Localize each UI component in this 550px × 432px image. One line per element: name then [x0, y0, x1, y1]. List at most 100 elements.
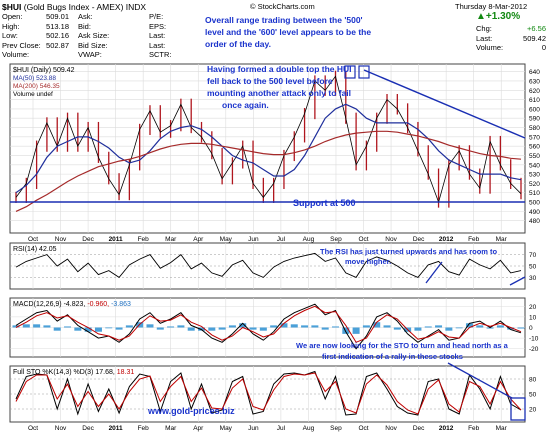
macd-histogram-bar [249, 327, 257, 330]
quote-label: Chg: [476, 24, 492, 33]
x-tick-label: Jul [277, 236, 286, 243]
x-tick-label: Mar [165, 425, 177, 432]
sto-series [15, 370, 522, 416]
macd-histogram-bar [43, 325, 51, 328]
price-line [15, 75, 522, 204]
macd-histogram-bar [187, 327, 195, 331]
macd-histogram-bar [64, 326, 72, 328]
macd-histogram-bar [156, 327, 164, 330]
macd-histogram-bar [259, 327, 267, 331]
date: Thursday 8-Mar-2012 [455, 2, 528, 11]
change-pct: ▲+1.30% [476, 11, 521, 22]
y-tick-label: 560 [529, 144, 540, 151]
quote-label: Prev Close: [2, 40, 41, 50]
y-tick-label: 600 [529, 106, 540, 113]
x-tick-label: Dec [82, 425, 94, 432]
legend-ma50: MA(50) 523.88 [13, 75, 56, 82]
x-tick-label: Jun [248, 425, 259, 432]
x-tick-label: Mar [165, 236, 177, 243]
y-tick-label: 570 [529, 134, 540, 141]
quote-value: 509.42 [523, 33, 546, 43]
x-tick-label: Nov [385, 236, 397, 243]
price-panel [9, 63, 526, 234]
y-tick-label: 520 [529, 181, 540, 188]
macd-histogram-bar [167, 326, 175, 328]
macd-histogram-bar [435, 325, 443, 328]
quote-label: Ask Size: [78, 31, 110, 41]
quote-label: Open: [2, 12, 23, 21]
macd-histogram-bar [146, 324, 154, 328]
annotation-sto-2: first indication of a rally in these sto… [322, 352, 463, 361]
x-tick-label: Nov [385, 425, 397, 432]
legend-macd: MACD(12,26,9) -4.823, -0.960, -3.863 [13, 301, 131, 308]
quote-label: Volume: [476, 43, 504, 53]
quote-label: Ask: [78, 12, 93, 21]
x-tick-label: Aug [303, 425, 315, 432]
quote-label: High: [2, 21, 20, 31]
annotation-sto-1: We are now looking for the STO to turn a… [296, 341, 509, 350]
annotation-double-top-4: once again. [222, 100, 269, 110]
y-tick-label: 500 [529, 200, 540, 207]
macd-histogram-bar [301, 325, 309, 328]
x-tick-label: Dec [413, 425, 425, 432]
macd-signal-line [15, 305, 522, 343]
x-tick-label: Feb [138, 425, 150, 432]
brand: © StockCharts.com [250, 2, 315, 11]
x-tick-label: 2011 [109, 425, 123, 432]
macd-histogram-bar [414, 327, 422, 331]
x-tick-label: Nov [55, 236, 67, 243]
quote-label: Last: [476, 33, 493, 43]
rsi-series [15, 252, 522, 278]
price-series [15, 70, 522, 212]
y-tick-label: 580 [529, 125, 540, 132]
quote-value: 0 [541, 43, 546, 53]
quote-value: 502.16 [46, 31, 69, 41]
legend-sto-a: Full STO %K(14,3) %D(3) 17.68, [13, 369, 115, 376]
macd-histogram-bar [311, 325, 319, 328]
macd-histogram-bar [239, 323, 247, 328]
macd-histogram-bar [84, 327, 92, 332]
macd-histogram-bar [270, 325, 278, 328]
rsi-trend-line [509, 276, 526, 286]
x-tick-label: Feb [138, 236, 150, 243]
sto-d-line [15, 372, 522, 415]
macd-histogram-bar [177, 325, 185, 328]
macd-histogram-bar [290, 324, 298, 328]
y-tick-label: 80 [529, 377, 537, 384]
macd-histogram-bar [12, 325, 20, 328]
x-tick-label: Sep [330, 425, 342, 432]
x-tick-label: Oct [28, 425, 38, 432]
ma200-line [15, 130, 522, 212]
macd-histogram-bar [496, 325, 504, 328]
y-tick-label: -20 [529, 346, 539, 353]
y-tick-label: 70 [529, 252, 537, 259]
x-tick-label: Oct [28, 236, 38, 243]
quote-label: Bid: [78, 21, 91, 31]
legend-volume: Volume undef [13, 91, 53, 98]
macd-histogram-bar [321, 327, 329, 330]
macd-histogram-bar [362, 325, 370, 328]
website-label: www.gold-prices.biz [147, 406, 235, 416]
x-tick-label: 2011 [109, 236, 123, 243]
y-tick-label: 20 [529, 304, 537, 311]
x-tick-label: 2012 [439, 425, 454, 432]
x-tick-label: Apr [193, 236, 204, 243]
annotation-double-top-1: Having formed a double top the HUI [207, 64, 352, 74]
macd-histogram-bar [476, 325, 484, 328]
macd-histogram-bar [228, 325, 236, 328]
quote-label: Low: [2, 31, 18, 41]
quote-label: P/E: [149, 12, 164, 21]
x-tick-label: Dec [82, 236, 94, 243]
y-tick-label: 620 [529, 88, 540, 95]
y-tick-label: 630 [529, 78, 540, 85]
y-tick-label: 540 [529, 162, 540, 169]
legend-macd-c: -3.863 [111, 301, 131, 308]
macd-histogram-bar [280, 323, 288, 328]
annotation-rsi-2: move higher. [345, 257, 391, 266]
macd-histogram-bar [125, 325, 133, 328]
symbol: $HUI [2, 2, 22, 12]
macd-histogram-bar [424, 326, 432, 328]
quote-label: SCTR: [149, 50, 172, 60]
x-tick-label: Mar [496, 425, 508, 432]
y-tick-label: 30 [529, 275, 537, 282]
